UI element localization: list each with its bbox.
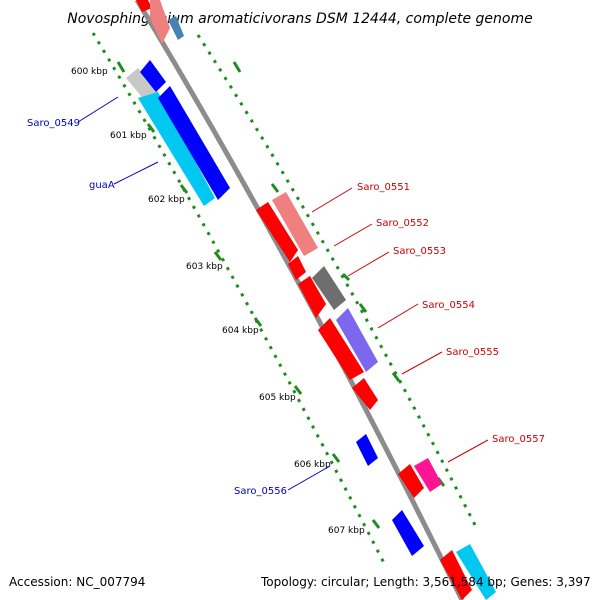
gene-label-saro-0551[interactable]: Saro_0551	[357, 182, 410, 193]
leader-saro-0551	[311, 187, 353, 213]
gene-label-saro-0555[interactable]: Saro_0555	[446, 347, 499, 358]
gene-saro-0553[interactable]	[312, 266, 346, 310]
gene-bottom-cyan[interactable]	[456, 544, 496, 600]
tick-607	[371, 519, 381, 529]
leader-guaA	[113, 161, 159, 185]
tick-label: 607 kbp	[328, 526, 365, 536]
gene-saro-0555-b[interactable]	[352, 378, 378, 410]
gene-saro-0555[interactable]	[318, 318, 364, 380]
tick-label: 601 kbp	[110, 131, 147, 141]
gene-saro-0552[interactable]	[288, 256, 306, 280]
tick-label: 600 kbp	[71, 67, 108, 77]
gene-saro-0554-purple[interactable]	[336, 308, 378, 372]
gene-top-pink[interactable]	[150, 0, 170, 44]
tick-604	[253, 317, 263, 327]
tick-inner-4	[358, 303, 368, 313]
gene-label-saro-0557[interactable]: Saro_0557	[492, 434, 545, 445]
gene-saro-0551-salmon[interactable]	[272, 192, 318, 256]
gene-guaA[interactable]	[138, 92, 215, 206]
gene-saro-0557-red[interactable]	[398, 464, 424, 498]
gene-label-saro-0553[interactable]: Saro_0553	[393, 246, 446, 257]
leader-saro-0557	[447, 439, 489, 463]
tick-label: 603 kbp	[186, 262, 223, 272]
gene-saro-0549[interactable]	[126, 68, 158, 102]
gene-blue-short[interactable]	[140, 60, 166, 92]
gene-top-steel[interactable]	[168, 16, 184, 40]
gene-labels: Saro_0549 guaA Saro_0551 Saro_0552 Saro_…	[27, 118, 545, 497]
inner-guide-track	[196, 34, 477, 526]
gene-label-saro-0554[interactable]: Saro_0554	[422, 300, 475, 311]
gene-label-guaA[interactable]: guaA	[89, 180, 115, 191]
tick-603	[213, 251, 223, 261]
gene-saro-0556[interactable]	[356, 434, 378, 466]
tick-602	[179, 184, 189, 194]
tick-label: 606 kbp	[294, 460, 331, 470]
map-title: Novosphingobium aromaticivorans DSM 1244…	[67, 11, 532, 27]
tick-label: 604 kbp	[222, 326, 259, 336]
gene-label-saro-0549[interactable]: Saro_0549	[27, 118, 80, 129]
genome-summary-text: Topology: circular; Length: 3,561,584 bp…	[260, 575, 591, 589]
gene-bottom-blue[interactable]	[392, 510, 424, 556]
tick-inner-1	[232, 61, 242, 73]
gene-saro-0551-red[interactable]	[256, 202, 298, 262]
gene-bottom-red[interactable]	[440, 550, 472, 600]
gene-saro-0557-magenta[interactable]	[414, 458, 442, 492]
gene-label-saro-0556[interactable]: Saro_0556	[234, 486, 287, 497]
tick-inner-3	[341, 272, 351, 282]
leader-saro-0555	[401, 351, 443, 375]
gene-blue-long[interactable]	[158, 86, 230, 200]
leader-saro-0552	[333, 223, 373, 247]
gene-saro-0554-red[interactable]	[298, 276, 326, 318]
tick-600	[116, 61, 126, 73]
tick-inner-5	[391, 372, 401, 382]
tick-inner-2	[270, 183, 280, 193]
tick-label: 605 kbp	[259, 393, 296, 403]
guide-tracks	[91, 32, 477, 566]
backbone	[134, 0, 465, 600]
gene-top-red[interactable]	[136, 0, 152, 12]
gene-features	[126, 0, 496, 600]
tick-606	[331, 453, 341, 463]
tick-601	[146, 123, 156, 133]
tick-labels: 600 kbp 601 kbp 602 kbp 603 kbp 604 kbp …	[71, 67, 365, 536]
accession-text: Accession: NC_007794	[9, 575, 145, 589]
tick-label: 602 kbp	[148, 195, 185, 205]
leader-lines	[77, 96, 489, 491]
leader-saro-0554	[377, 303, 419, 329]
gene-label-saro-0552[interactable]: Saro_0552	[376, 218, 429, 229]
tick-605	[293, 385, 303, 395]
leader-saro-0553	[347, 251, 390, 277]
leader-saro-0549	[77, 96, 119, 123]
leader-saro-0556	[287, 465, 331, 491]
